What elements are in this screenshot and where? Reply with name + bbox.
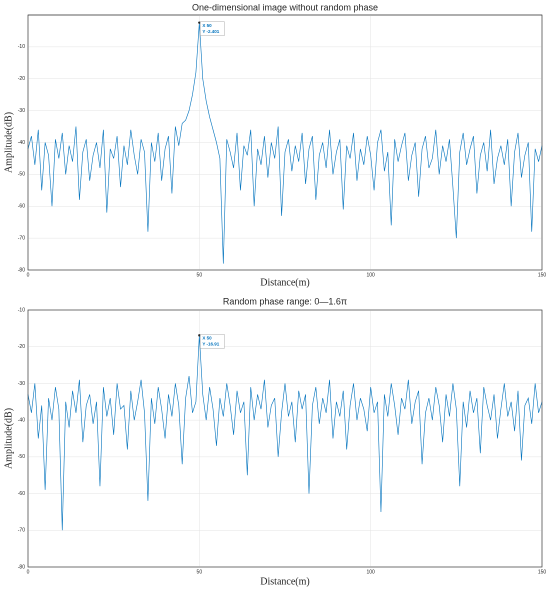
x-tick-label: 100	[366, 569, 375, 575]
y-tick-label: -20	[18, 344, 25, 350]
plot-frame	[27, 309, 543, 568]
data-tip-point	[198, 21, 201, 24]
y-tick-label: -50	[18, 172, 25, 178]
data-line	[27, 22, 543, 264]
x-tick-label: 150	[538, 569, 547, 575]
y-axis-label: Amplitude(dB)	[3, 408, 14, 469]
y-tick-label: -70	[18, 528, 25, 534]
x-tick-label: 50	[197, 569, 203, 575]
y-tick-label: -60	[18, 204, 25, 210]
data-tip-y: Y -16.91	[202, 342, 219, 347]
chart-title: One-dimensional image without random pha…	[192, 2, 378, 12]
y-tick-label: -10	[18, 44, 25, 50]
data-tip-x: X 50	[202, 23, 212, 28]
y-tick-label: -60	[18, 491, 25, 497]
plot-area	[27, 309, 543, 568]
chart-title: Random phase range: 0—1.6π	[223, 296, 347, 306]
data-tip-x: X 50	[202, 336, 212, 341]
y-tick-label: -40	[18, 140, 25, 146]
y-tick-label: -10	[18, 307, 25, 313]
x-axis-label: Distance(m)	[260, 277, 309, 288]
x-tick-label: 0	[27, 569, 30, 575]
x-tick-label: 100	[366, 272, 375, 278]
x-axis-label: Distance(m)	[260, 576, 309, 587]
y-tick-label: -30	[18, 108, 25, 114]
data-tip-point	[198, 334, 201, 337]
data-tip-box	[200, 21, 225, 36]
y-tick-label: -20	[18, 76, 25, 82]
y-axis-label: Amplitude(dB)	[3, 112, 14, 173]
x-tick-label: 50	[197, 272, 203, 278]
y-tick-label: -80	[18, 564, 25, 570]
x-tick-label: 150	[538, 272, 547, 278]
data-tip-y: Y -2.401	[202, 29, 219, 34]
data-tip-box	[200, 334, 225, 349]
x-tick-label: 0	[27, 272, 30, 278]
y-tick-label: -30	[18, 381, 25, 387]
y-tick-label: -70	[18, 235, 25, 241]
y-tick-label: -50	[18, 454, 25, 460]
y-tick-label: -80	[18, 267, 25, 273]
y-tick-label: -40	[18, 417, 25, 423]
data-line	[27, 335, 543, 531]
plot-frame	[27, 14, 543, 271]
